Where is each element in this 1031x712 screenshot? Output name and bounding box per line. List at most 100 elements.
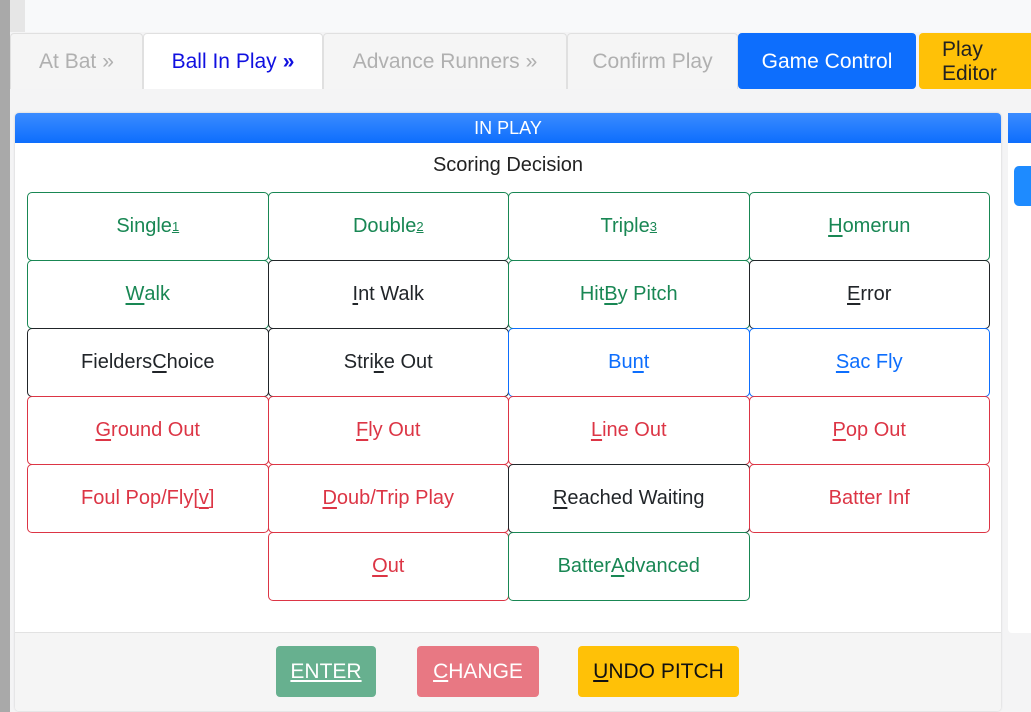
tab-confirm-play[interactable]: Confirm Play	[567, 33, 738, 89]
tab-label: Ball In Play	[171, 49, 277, 73]
hotkey: D	[322, 487, 337, 509]
panel-footer: ENTER C HANGE U NDO PITCH	[15, 632, 1001, 711]
tab-advance-runners[interactable]: Advance Runners»	[323, 33, 567, 89]
change-button[interactable]: C HANGE	[417, 646, 539, 697]
hotkey: L	[590, 419, 603, 441]
label: NDO PITCH	[608, 659, 724, 683]
label: y Pitch	[617, 283, 678, 305]
hotkey: 2	[416, 219, 424, 234]
label: eached Waiting	[567, 487, 705, 509]
chevron-double-right-icon: »	[282, 49, 295, 73]
scoring-button-batter-inf[interactable]: Batter Inf	[748, 464, 990, 533]
hotkey: R	[552, 487, 568, 509]
label: dvanced	[624, 555, 700, 577]
hotkey: G	[95, 419, 112, 441]
label: Foul Pop/Fly[	[81, 487, 199, 509]
tab-ball-in-play[interactable]: Ball In Play»	[143, 33, 323, 89]
label: ut	[387, 555, 405, 577]
label: Batter	[557, 555, 611, 577]
side-panel-button[interactable]	[1014, 166, 1031, 206]
label: ]	[208, 487, 215, 509]
label: e Out	[383, 351, 433, 373]
hotkey: k	[373, 351, 384, 373]
hotkey: B	[604, 283, 618, 305]
side-panel	[1008, 113, 1031, 633]
hotkey: U	[593, 659, 609, 683]
label: alk	[144, 283, 170, 305]
label: ine Out	[602, 419, 667, 441]
label: oub/Trip Play	[336, 487, 455, 509]
in-play-panel: IN PLAY Scoring Decision Single 1 Double 2 T…	[15, 113, 1001, 711]
label: Double	[352, 215, 417, 237]
scoring-button-triple3[interactable]: Triple 3	[508, 192, 750, 261]
label: Fielders	[81, 351, 153, 373]
tab-label: Game Control	[761, 49, 893, 73]
scoring-button-single1[interactable]: Single 1	[27, 192, 269, 261]
left-edge	[0, 0, 10, 712]
label: Batter Inf	[828, 487, 910, 509]
top-bar	[25, 0, 1031, 32]
label: Triple	[600, 215, 650, 237]
label: Bu	[608, 351, 633, 373]
label: round Out	[111, 419, 200, 441]
play-tabs: At Bat» Ball In Play» Advance Runners» C…	[10, 33, 1031, 90]
scoring-button-foul-pop-fly-v[interactable]: Foul Pop/Fly[v]	[27, 464, 269, 533]
play-editor-button[interactable]: Play Editor	[919, 33, 1031, 89]
game-control-button[interactable]: Game Control	[738, 33, 916, 89]
tab-label: At Bat	[39, 49, 97, 73]
hotkey: E	[847, 283, 861, 305]
scoring-button-double2[interactable]: Double 2	[267, 192, 509, 261]
chevron-double-right-icon: »	[525, 49, 538, 73]
tab-label: Confirm Play	[592, 49, 713, 73]
hotkey: F	[356, 419, 369, 441]
hotkey: 3	[649, 219, 657, 234]
hotkey: I	[352, 283, 359, 305]
hotkey: S	[835, 351, 850, 373]
scoring-button-bunt[interactable]: Bu n t	[508, 328, 750, 397]
hotkey: ENTER	[290, 659, 362, 683]
side-panel-header	[1008, 113, 1031, 143]
label: ly Out	[368, 419, 421, 441]
label: Hit	[579, 283, 605, 305]
hotkey: v	[198, 487, 209, 509]
tab-label: Advance Runners	[352, 49, 520, 73]
enter-button[interactable]: ENTER	[276, 646, 376, 697]
hotkey: P	[832, 419, 846, 441]
hotkey: O	[372, 555, 388, 577]
scoring-button-strike-out[interactable]: Stri k e Out	[267, 328, 509, 397]
scoring-decision-title: Scoring Decision	[432, 154, 584, 176]
hotkey: C	[152, 351, 167, 373]
hotkey: H	[828, 215, 843, 237]
chevron-double-right-icon: »	[102, 49, 114, 73]
label: nt Walk	[358, 283, 424, 305]
label: rror	[860, 283, 892, 305]
tab-at-bat[interactable]: At Bat»	[10, 33, 143, 89]
label: hoice	[166, 351, 215, 373]
panel-header: IN PLAY	[15, 113, 1001, 143]
label: Single	[116, 215, 172, 237]
tab-label: Play Editor	[942, 37, 997, 85]
undo-pitch-button[interactable]: U NDO PITCH	[578, 646, 739, 697]
hotkey: C	[433, 659, 449, 683]
hotkey: 1	[171, 219, 180, 234]
label: ac Fly	[849, 351, 903, 373]
label: t	[643, 351, 650, 373]
label: HANGE	[448, 659, 523, 683]
label: op Out	[845, 419, 906, 441]
hotkey: W	[125, 283, 145, 305]
